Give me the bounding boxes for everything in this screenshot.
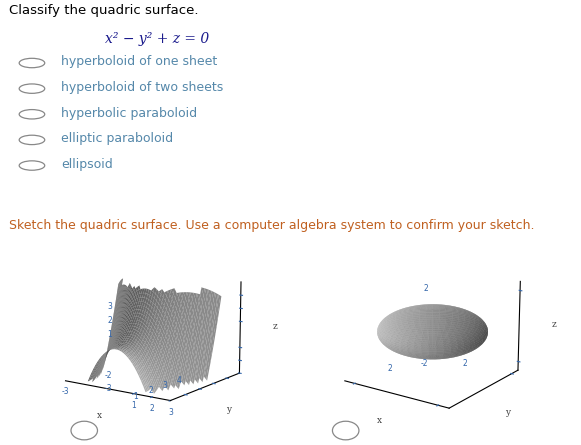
Text: Sketch the quadric surface. Use a computer algebra system to confirm your sketch: Sketch the quadric surface. Use a comput… (9, 219, 534, 232)
Text: Classify the quadric surface.: Classify the quadric surface. (9, 4, 198, 17)
Text: hyperbolic paraboloid: hyperbolic paraboloid (61, 107, 197, 120)
X-axis label: x: x (376, 417, 382, 425)
Text: hyperboloid of one sheet: hyperboloid of one sheet (61, 56, 217, 69)
Text: ellipsoid: ellipsoid (61, 158, 113, 171)
Y-axis label: y: y (227, 405, 231, 414)
Text: elliptic paraboloid: elliptic paraboloid (61, 132, 173, 146)
Text: hyperboloid of two sheets: hyperboloid of two sheets (61, 81, 223, 94)
X-axis label: x: x (98, 412, 102, 421)
Text: x² − y² + z = 0: x² − y² + z = 0 (105, 32, 209, 46)
Y-axis label: y: y (505, 408, 510, 417)
